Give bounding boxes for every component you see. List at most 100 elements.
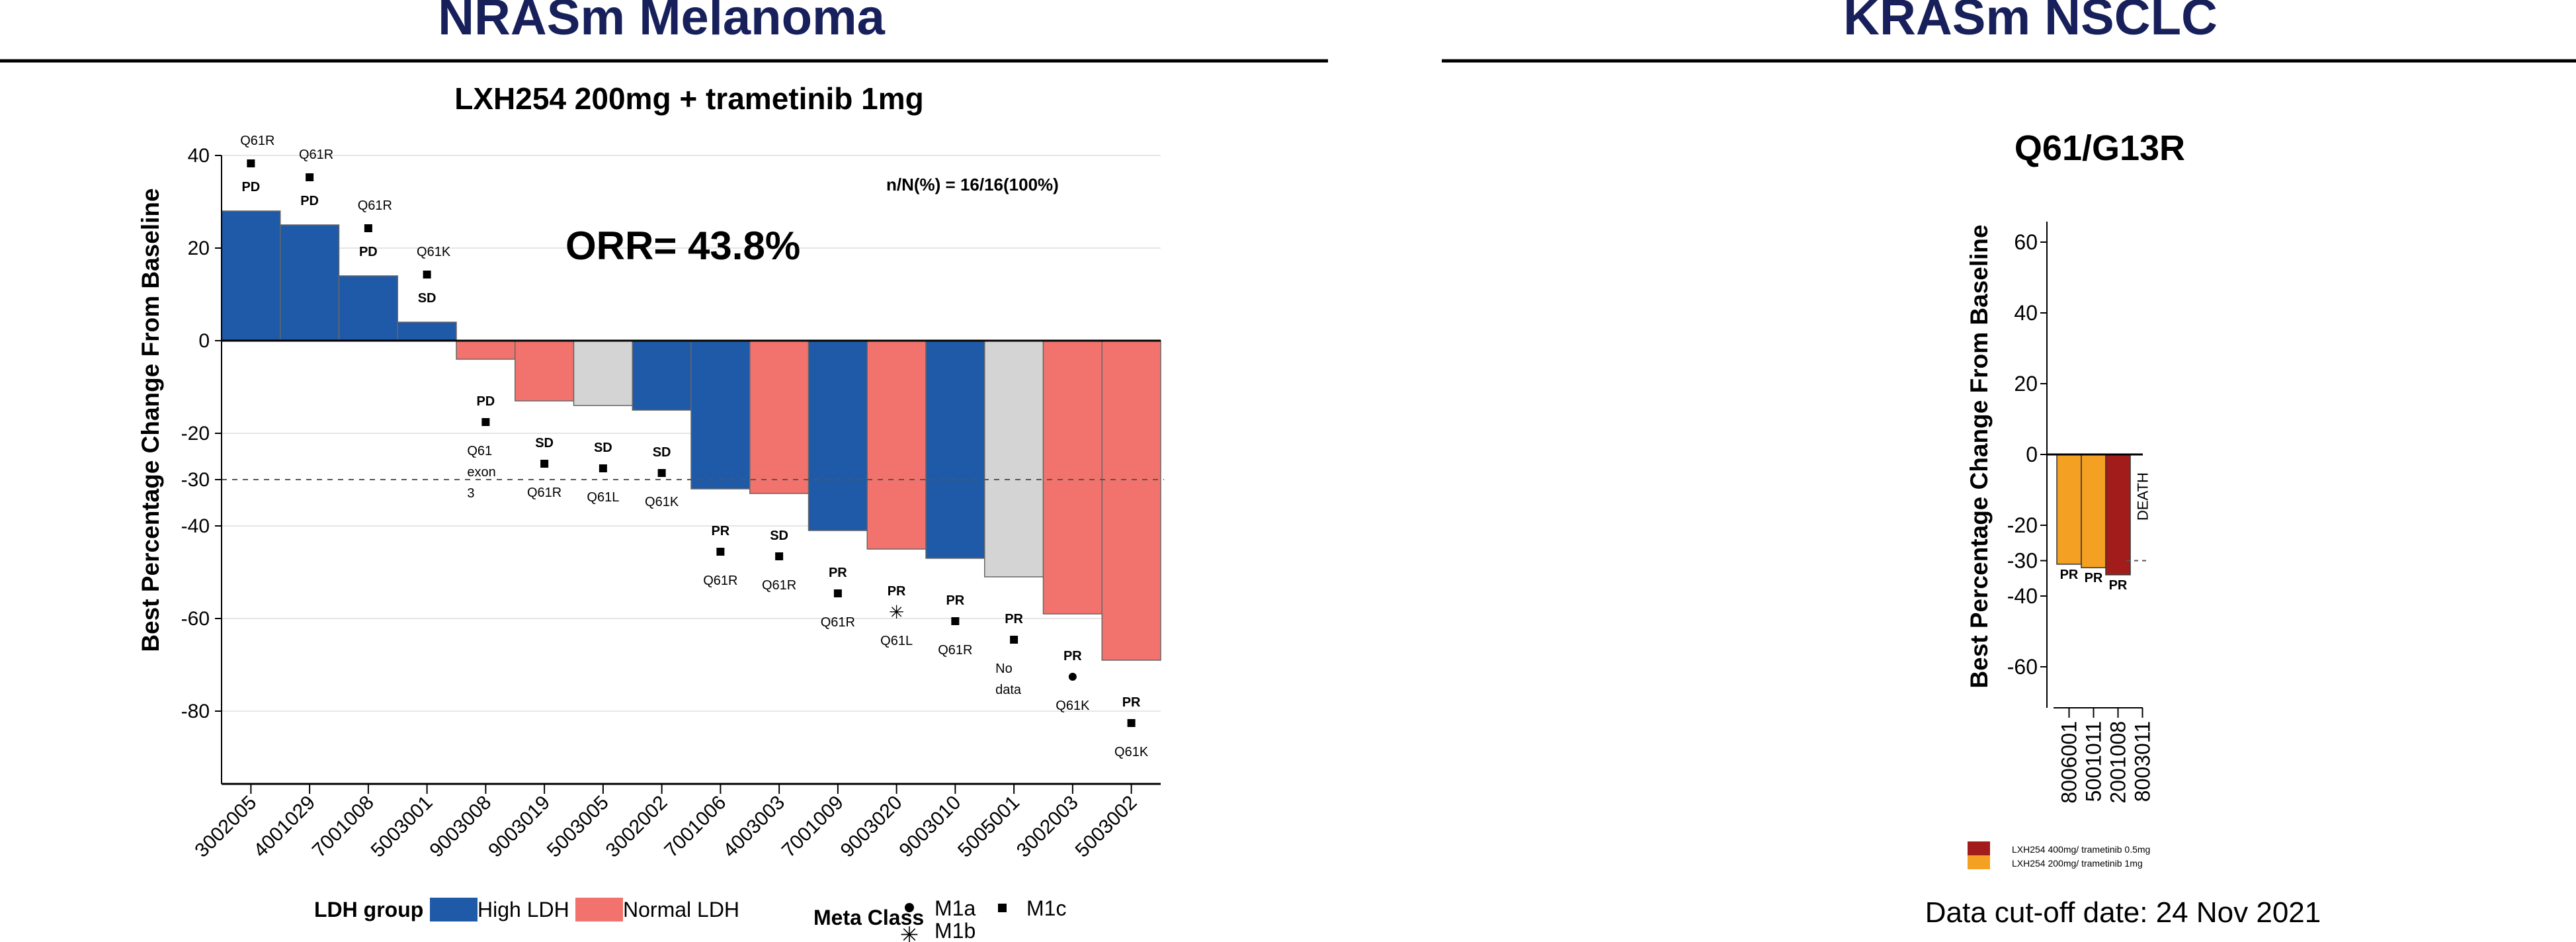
left-mutation-label: Q61R	[821, 615, 855, 630]
left-bar-9003019	[515, 340, 575, 402]
left-bar-4001029	[280, 224, 340, 341]
left-y-tick-label: -30	[181, 469, 210, 491]
left-mutation-label: Q61L	[587, 490, 619, 505]
m1c-legend-marker	[998, 904, 1007, 912]
n-over-n-annotation: n/N(%) = 16/16(100%)	[886, 175, 1059, 194]
left-mutation-label: 3	[467, 486, 474, 501]
left-y-tick-label: 20	[188, 237, 210, 259]
right-x-tick-label: 8003011	[2131, 721, 2155, 802]
left-mutation-label: Q61L	[880, 634, 913, 648]
left-mutation-label: Q61R	[703, 574, 737, 588]
left-bar-3002002	[632, 340, 692, 411]
left-meta-marker-m1c	[306, 173, 314, 181]
left-y-tick-label: 40	[188, 145, 210, 167]
left-mutation-label: data	[995, 683, 1022, 697]
left-bar-7001009	[808, 340, 868, 531]
left-bar-7001006	[690, 340, 751, 490]
right-waterfall-chart: Q61/G13R PR PR PR DEATH 60 40 20 0 -20 -30 -40 -60…	[1925, 128, 2321, 929]
m1b-legend-marker: ✳	[900, 923, 919, 942]
left-response-label: PD	[476, 394, 495, 409]
ldh-legend-title: LDH group	[314, 898, 423, 921]
dose-200-label: LXH254 200mg/ trametinib 1mg	[2012, 858, 2143, 869]
left-x-tick-label: 9003008	[425, 792, 495, 862]
left-bars	[221, 210, 1161, 661]
left-meta-marker-m1c	[716, 548, 725, 556]
left-response-label: PD	[300, 194, 319, 208]
left-mutation-label: Q61R	[762, 578, 796, 593]
right-bars: PR PR PR DEATH	[2056, 454, 2151, 593]
left-x-tick-label: 3002002	[602, 792, 672, 862]
right-bar-2001008	[2105, 454, 2131, 576]
left-meta-marker-m1c	[599, 464, 607, 472]
left-mutation-label: No	[995, 662, 1013, 676]
left-mutation-label: Q61K	[1056, 699, 1090, 713]
left-bar-5005001	[984, 340, 1044, 578]
right-y-tick-label: -40	[2007, 584, 2038, 608]
right-legend: LXH254 400mg/ trametinib 0.5mg LXH254 20…	[1968, 841, 2150, 869]
left-x-tick-label: 4003003	[719, 792, 789, 862]
m1a-legend-marker	[905, 903, 914, 912]
left-x-tick-label: 5005001	[954, 792, 1024, 862]
left-waterfall-chart: LXH254 200mg + trametinib 1mg 40 20 0 -20 -3…	[137, 81, 1164, 942]
left-section-title: NRASm Melanoma	[438, 0, 885, 46]
right-bar-8006001	[2056, 454, 2082, 565]
right-chart-title: Q61/G13R	[2015, 128, 2185, 168]
left-mutation-label: exon	[467, 465, 495, 480]
right-section-title: KRASm NSCLC	[1843, 0, 2218, 46]
right-y-tick-label: -60	[2007, 655, 2038, 679]
ldh-high-label: High LDH	[478, 898, 569, 921]
left-meta-marker-m1a	[1068, 673, 1077, 681]
left-meta-marker-m1c	[1010, 636, 1018, 644]
right-x-tick-label: 5001011	[2082, 721, 2106, 802]
right-y-tick-label: 0	[2026, 443, 2038, 466]
left-y-tick-label: -40	[181, 515, 210, 537]
left-bar-annotations: Q61R PD Q61R PD Q61R PD Q61K SD PD Q61 exon 3 SD Q61R…	[240, 134, 1149, 759]
right-response-label: PR	[2060, 568, 2079, 582]
left-mutation-label: Q61K	[417, 245, 451, 259]
left-mutation-label: Q61R	[358, 198, 392, 213]
left-meta-marker-m1c	[833, 589, 842, 597]
right-y-tick-label: 20	[2014, 372, 2038, 396]
left-meta-marker-m1c	[775, 552, 784, 560]
left-meta-marker-m1c	[364, 224, 372, 232]
left-bar-5003002	[1101, 340, 1161, 661]
left-y-tick-label: 0	[198, 330, 210, 352]
left-mutation-label: Q61R	[527, 486, 561, 500]
m1c-legend-label: M1c	[1026, 896, 1066, 920]
left-x-tick-label: 7001009	[778, 792, 848, 862]
ldh-normal-label: Normal LDH	[623, 898, 739, 921]
left-meta-marker-m1c	[481, 418, 490, 426]
right-y-tick-label: 40	[2014, 301, 2038, 325]
right-death-label: DEATH	[2135, 472, 2151, 521]
left-response-label: SD	[535, 436, 554, 450]
left-x-tick-label: 3002005	[190, 792, 261, 862]
right-response-label: PR	[2085, 571, 2103, 585]
dose-400-swatch	[1968, 841, 1990, 855]
left-meta-marker-m1b: ✳	[889, 602, 904, 622]
left-response-label: PR	[1005, 612, 1023, 626]
left-mutation-label: Q61K	[645, 495, 679, 509]
left-legend: LDH group High LDH Normal LDH Meta Class…	[314, 896, 1066, 942]
left-mutation-label: Q61K	[1114, 745, 1149, 759]
left-x-tick-label: 3002003	[1013, 792, 1083, 862]
right-bar-5001011	[2081, 454, 2106, 568]
right-y-tick-label: -20	[2007, 513, 2038, 537]
left-x-tick-label: 9003019	[484, 792, 554, 862]
left-response-label: PD	[359, 245, 378, 259]
left-bar-3002003	[1042, 340, 1102, 615]
left-response-label: PR	[888, 584, 906, 599]
left-x-tick-label: 5003005	[543, 792, 613, 862]
left-x-tick-label: 5003001	[367, 792, 437, 862]
left-response-label: SD	[418, 291, 436, 306]
left-y-tick-label: -20	[181, 423, 210, 445]
left-response-label: PR	[1122, 695, 1141, 710]
left-response-label: SD	[653, 445, 671, 460]
right-y-axis-label: Best Percentage Change From Baseline	[1966, 224, 1993, 688]
ldh-high-swatch	[430, 898, 478, 921]
orr-annotation: ORR= 43.8%	[565, 224, 800, 268]
left-mutation-label: Q61R	[240, 134, 274, 148]
left-bar-5003001	[397, 321, 457, 341]
left-meta-marker-m1c	[1127, 719, 1136, 727]
left-bar-9003010	[925, 340, 985, 559]
